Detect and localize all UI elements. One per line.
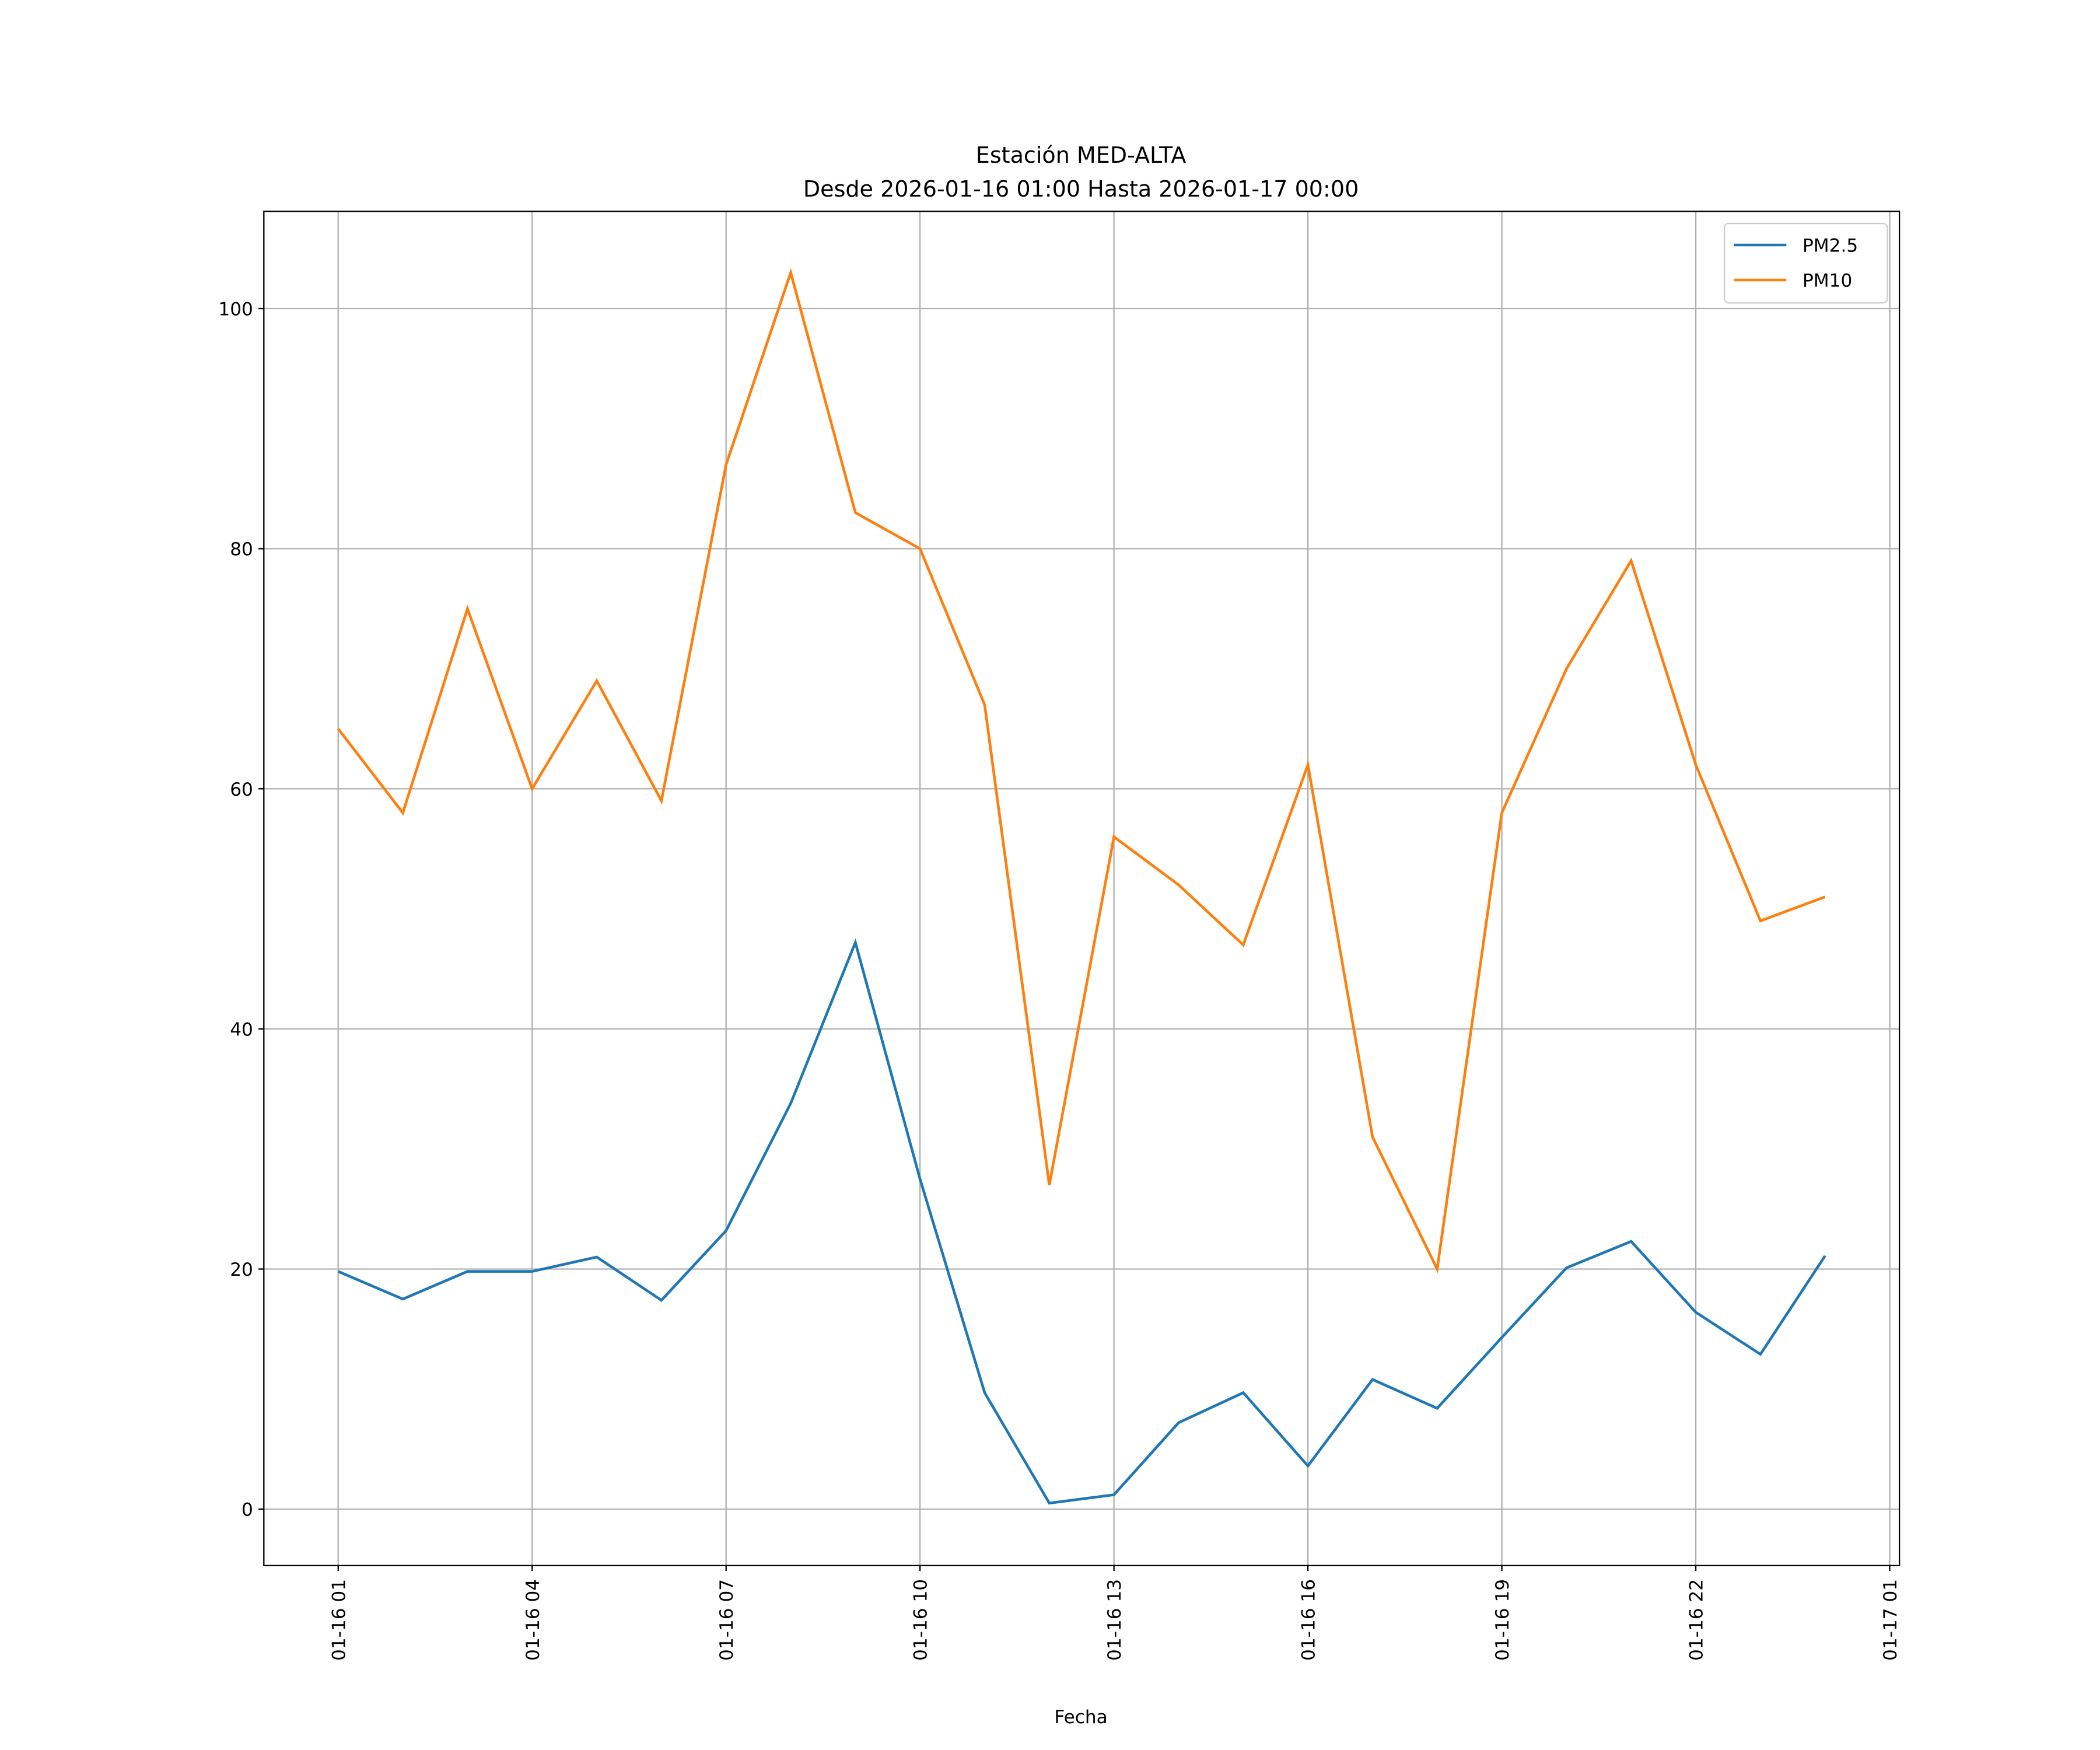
x-tick-label: 01-17 01 [1880, 1579, 1901, 1661]
y-tick-label: 20 [230, 1259, 253, 1280]
legend-label-pm25: PM2.5 [1803, 236, 1858, 257]
y-axis: 0 20 40 60 80 100 [218, 299, 264, 1521]
chart-subtitle: Desde 2026-01-16 01:00 Hasta 2026-01-17 … [803, 176, 1359, 202]
y-tick-label: 60 [230, 779, 253, 800]
x-tick-label: 01-16 10 [911, 1579, 932, 1661]
series-line-pm10 [337, 268, 1826, 1274]
chart-title: Estación MED-ALTA [976, 142, 1186, 168]
legend-label-pm10: PM10 [1803, 271, 1852, 292]
x-axis: 01-16 01 01-16 04 01-16 07 01-16 10 01-16 13… [328, 1565, 1901, 1661]
plot-frame [263, 211, 1901, 1566]
grid [264, 211, 1900, 1566]
series-lines [337, 268, 1826, 1505]
y-tick-label: 40 [230, 1019, 253, 1040]
series-line-pm25 [337, 938, 1826, 1505]
x-axis-label: Fecha [1054, 1707, 1107, 1728]
x-tick-label: 01-16 22 [1686, 1579, 1707, 1661]
x-tick-label: 01-16 13 [1104, 1579, 1125, 1661]
legend: PM2.5 PM10 [1723, 222, 1888, 304]
legend-box [1723, 222, 1888, 304]
x-tick-label: 01-16 16 [1298, 1579, 1320, 1661]
y-tick-label: 80 [230, 539, 253, 560]
x-tick-label: 01-16 04 [523, 1579, 544, 1661]
x-tick-label: 01-16 01 [328, 1579, 349, 1661]
y-tick-label: 0 [242, 1500, 253, 1521]
y-tick-label: 100 [218, 299, 253, 320]
x-tick-label: 01-16 19 [1492, 1579, 1513, 1661]
x-tick-label: 01-16 07 [716, 1579, 737, 1661]
